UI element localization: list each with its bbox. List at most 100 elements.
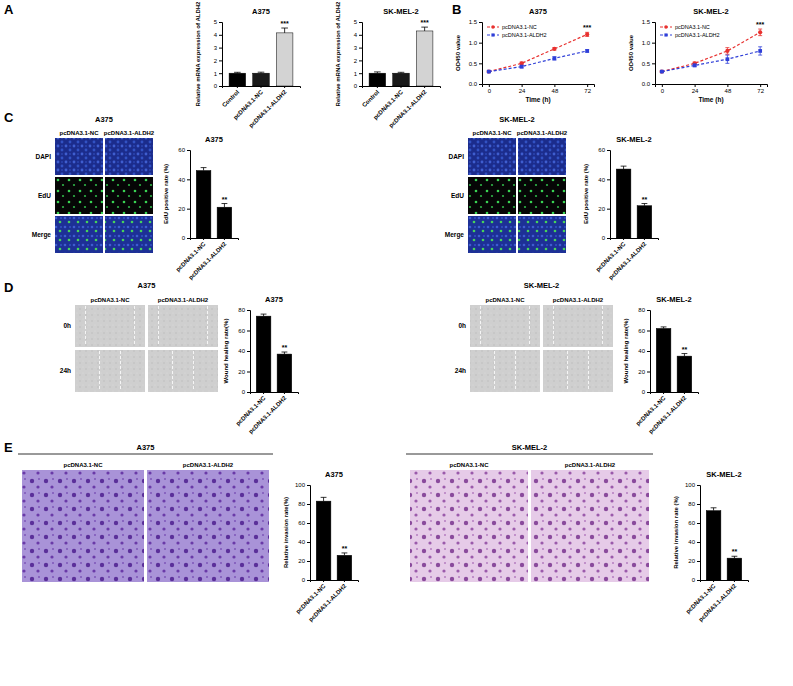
y-tick-label: 20 — [238, 369, 245, 375]
wound-edge — [120, 351, 121, 391]
bar-chart: 020406080100pcDNA3.1-NCpcDNA3.1-ALDH2**S… — [673, 470, 749, 623]
panel-letter: C — [4, 110, 14, 125]
marker — [585, 49, 589, 53]
x-tick-mark — [713, 580, 714, 582]
x-tick-mark — [401, 86, 402, 88]
bar — [727, 558, 742, 580]
y-axis-title: Relative mRNA expression of ALDH2 — [335, 1, 341, 107]
x-tick-mark — [522, 84, 523, 87]
x-axis-line — [611, 239, 659, 241]
error-bar — [552, 57, 556, 60]
x-axis: pcDNA3.1-NCpcDNA3.1-ALDH2 — [175, 238, 239, 281]
grid-title: A375 — [137, 443, 155, 452]
column-header: pcDNA3.1-ALDH2 — [517, 130, 568, 136]
x-axis-title: Time (h) — [698, 96, 723, 104]
significance: *** — [583, 24, 591, 31]
chart-title: SK-MEL-2 — [706, 470, 741, 479]
y-tick-label: 0 — [642, 389, 646, 395]
wound-edge — [494, 351, 495, 391]
x-tick-mark — [684, 392, 685, 394]
y-tick: 3 — [354, 45, 362, 51]
x-tick-label: Control — [361, 89, 381, 109]
y-tick-mark — [697, 485, 700, 486]
y-tick-label: 20 — [178, 206, 185, 212]
y-tick-label: 40 — [598, 177, 605, 183]
figure: ABCDE012345ControlpcDNA3.1-NCpcDNA3.1-AL… — [0, 0, 793, 686]
bar-chart: 020406080pcDNA3.1-NCpcDNA3.1-ALDH2**A375… — [223, 295, 299, 435]
y-tick: 80 — [688, 501, 700, 507]
micrograph — [55, 138, 103, 175]
y-tick-mark — [607, 209, 610, 210]
x-tick-mark — [263, 392, 264, 394]
wound-edge — [567, 351, 568, 391]
y-tick: 20 — [638, 369, 650, 375]
y-tick-label: 60 — [238, 328, 245, 334]
y-tick-label: 3 — [354, 45, 358, 51]
y-tick: 40 — [598, 177, 610, 183]
y-tick: 1.5 — [642, 19, 655, 25]
y-tick-mark — [307, 485, 310, 486]
legend-label: pcDNA3.1-NC — [675, 24, 710, 30]
plot-area — [616, 166, 651, 238]
bar — [217, 207, 232, 238]
y-tick-label: 0.0 — [469, 81, 478, 87]
x-tick-mark — [237, 86, 238, 88]
plot-area — [316, 497, 351, 580]
y-tick-mark — [359, 86, 362, 87]
y-tick-label: 0 — [354, 83, 358, 89]
x-tick: pcDNA3.1-ALDH2 — [308, 580, 348, 623]
row-label: DAPI — [35, 153, 51, 160]
x-axis: pcDNA3.1-NCpcDNA3.1-ALDH2 — [595, 238, 659, 281]
y-tick-label: 3 — [214, 45, 218, 51]
row-label: EdU — [38, 192, 51, 199]
y-tick: 0 — [182, 235, 190, 241]
y-tick-label: 60 — [298, 520, 305, 526]
micrograph — [470, 305, 540, 347]
error-bar — [374, 72, 381, 73]
y-axis-title: OD450 value — [628, 34, 634, 71]
x-axis: pcDNA3.1-NCpcDNA3.1-ALDH2 — [635, 392, 699, 435]
y-tick-label: 0 — [302, 577, 306, 583]
y-tick-mark — [247, 310, 250, 311]
x-tick: pcDNA3.1-ALDH2 — [188, 238, 228, 281]
y-tick: 20 — [598, 206, 610, 212]
y-tick-label: 4 — [214, 32, 218, 38]
y-tick-mark — [219, 35, 222, 36]
y-tick-mark — [187, 209, 190, 210]
y-tick-label: 100 — [685, 482, 696, 488]
x-axis-line — [363, 87, 441, 89]
error-bar — [261, 314, 267, 316]
significance: ** — [732, 548, 738, 555]
x-tick: pcDNA3.1-ALDH2 — [248, 392, 288, 435]
y-tick-mark — [247, 392, 250, 393]
x-tick-label: pcDNA3.1-ALDH2 — [388, 89, 428, 129]
y-tick-mark — [187, 179, 190, 180]
micrograph — [470, 350, 540, 392]
line-chart: 0.00.51.01.50244872Time (h)***pcDNA3.1-N… — [628, 7, 768, 104]
row-label: EdU — [451, 192, 464, 199]
legend: pcDNA3.1-NCpcDNA3.1-ALDH2 — [487, 24, 547, 38]
micrograph — [105, 138, 153, 175]
marker — [585, 32, 589, 36]
marker — [520, 65, 524, 69]
y-tick-label: 80 — [238, 307, 245, 313]
y-tick-label: 1.5 — [642, 19, 651, 25]
column-header: pcDNA3.1-NC — [59, 130, 99, 136]
y-axis-line — [479, 23, 483, 85]
marker — [660, 69, 664, 73]
column-header: pcDNA3.1-NC — [449, 462, 489, 468]
y-tick: 1.5 — [469, 19, 482, 25]
bar — [393, 73, 410, 86]
y-tick-mark — [479, 22, 482, 23]
y-tick: 40 — [298, 539, 310, 545]
y-tick-mark — [647, 331, 650, 332]
column-header: pcDNA3.1-ALDH2 — [104, 130, 155, 136]
y-tick: 0 — [242, 389, 250, 395]
x-tick-mark — [284, 86, 285, 88]
y-tick-label: 5 — [214, 19, 218, 25]
y-tick-mark — [359, 48, 362, 49]
micrograph — [410, 470, 528, 582]
x-tick: pcDNA3.1-ALDH2 — [648, 392, 688, 435]
y-tick-label: 0.0 — [642, 81, 651, 87]
column-header: pcDNA3.1-ALDH2 — [565, 462, 616, 468]
